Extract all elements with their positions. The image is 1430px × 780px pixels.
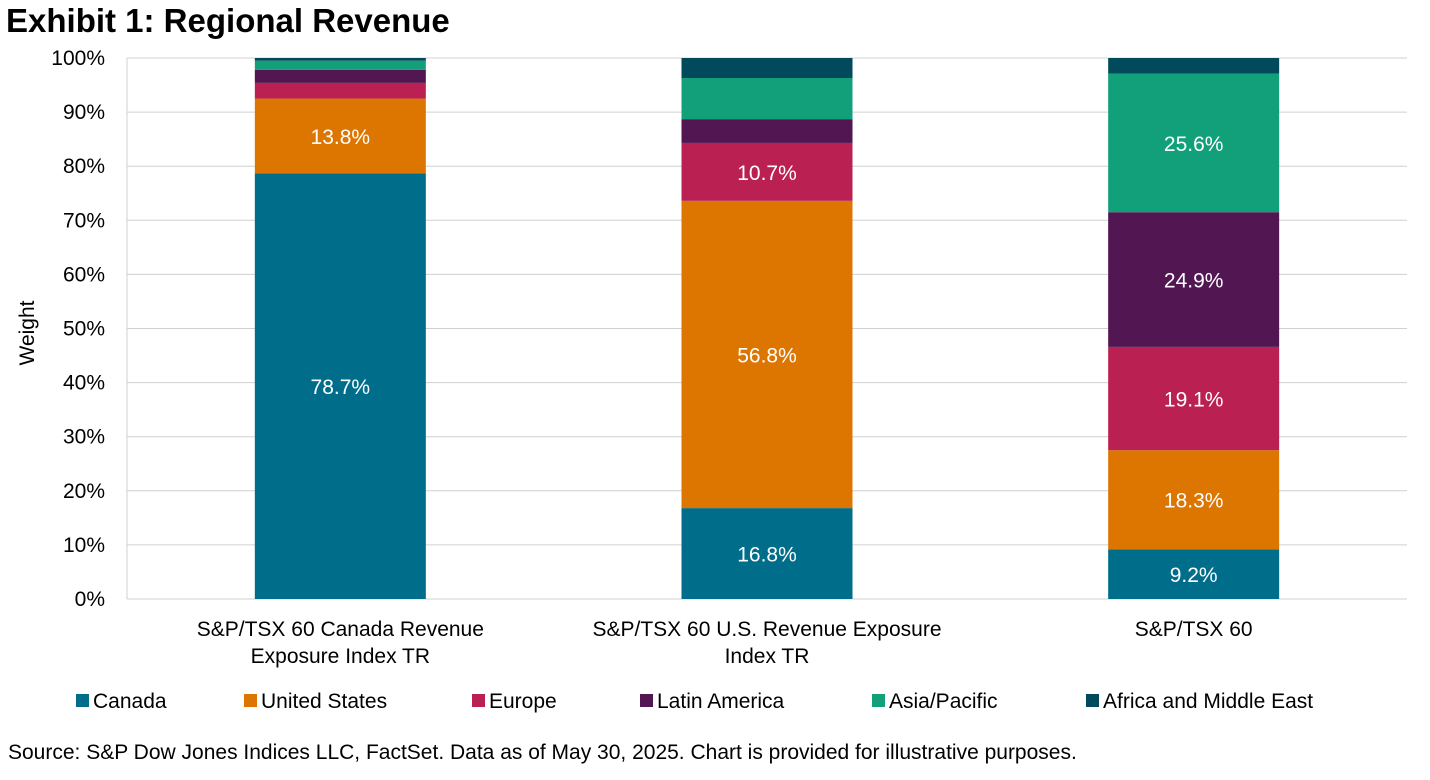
y-tick-label: 100% — [51, 47, 105, 70]
bar-segment-europe — [1108, 346, 1280, 451]
bar-stack: 78.7% 13.8% — [254, 58, 426, 599]
y-tick-label: 40% — [63, 372, 105, 395]
y-tick-label: 60% — [63, 263, 105, 286]
y-tick-label: 0% — [75, 588, 105, 611]
bar-segment-africa-and-middle-east — [1108, 58, 1280, 74]
bar-segment-canada — [254, 173, 426, 599]
legend-swatch — [472, 694, 485, 707]
bar-segment-latin-america — [254, 69, 426, 83]
data-label: 24.9% — [1164, 270, 1224, 293]
y-tick-label: 30% — [63, 426, 105, 449]
data-label: 78.7% — [311, 376, 371, 399]
x-tick-label: S&P/TSX 60 — [1135, 618, 1253, 641]
data-label: 13.8% — [311, 126, 371, 149]
data-label: 25.6% — [1164, 133, 1224, 156]
legend-item: Africa and Middle East — [1086, 690, 1313, 713]
bar-segment-latin-america — [1108, 212, 1280, 347]
legend-label: Europe — [489, 690, 557, 713]
bars: 78.7% 13.8% 16.8% 56.8% 10.7% 9.2% 18.3% 19.1% 2… — [254, 58, 1280, 599]
bar-segment-africa-and-middle-east — [254, 58, 426, 61]
legend-item: Europe — [472, 690, 557, 713]
y-tick-label: 50% — [63, 318, 105, 341]
legend-label: United States — [261, 690, 387, 713]
legend-swatch — [244, 694, 257, 707]
data-label: 18.3% — [1164, 490, 1224, 513]
legend-label: Canada — [93, 690, 167, 713]
legend-label: Africa and Middle East — [1103, 690, 1313, 713]
legend-swatch — [76, 694, 89, 707]
legend-swatch — [640, 694, 653, 707]
bar-segment-africa-and-middle-east — [681, 58, 853, 79]
data-label: 9.2% — [1170, 564, 1218, 587]
y-axis-label: Weight — [16, 300, 39, 365]
bar-segment-asia-pacific — [681, 78, 853, 120]
legend: Canada United States Europe Latin America As… — [76, 690, 1313, 713]
y-tick-label: 70% — [63, 209, 105, 232]
bar-segment-united-states — [254, 98, 426, 174]
y-tick-label: 10% — [63, 534, 105, 557]
bar-segment-europe — [681, 142, 853, 201]
x-tick-label: Exposure Index TR — [251, 645, 430, 668]
chart-title: Exhibit 1: Regional Revenue — [6, 2, 450, 39]
bar-stack: 16.8% 56.8% 10.7% — [681, 58, 853, 599]
x-axis-ticks: S&P/TSX 60 Canada Revenue Exposure Index … — [197, 618, 1253, 668]
y-axis-ticks: 0% 10% 20% 30% 40% 50% 60% 70% 80% 90% 100% — [51, 47, 105, 611]
y-tick-label: 20% — [63, 480, 105, 503]
data-label: 16.8% — [737, 544, 797, 567]
legend-item: Canada — [76, 690, 167, 713]
x-tick-label: Index TR — [725, 645, 810, 668]
legend-item: Latin America — [640, 690, 785, 713]
legend-item: United States — [244, 690, 387, 713]
legend-label: Asia/Pacific — [889, 690, 998, 713]
bar-segment-united-states — [681, 200, 853, 509]
data-label: 10.7% — [737, 162, 797, 185]
x-tick-label: S&P/TSX 60 U.S. Revenue Exposure — [592, 618, 941, 641]
bar-segment-united-states — [1108, 450, 1280, 550]
legend-swatch — [872, 694, 885, 707]
stacked-bar-chart: 0% 10% 20% 30% 40% 50% 60% 70% 80% 90% 100% Weight… — [16, 47, 1407, 713]
y-tick-label: 90% — [63, 101, 105, 124]
bar-segment-europe — [254, 82, 426, 99]
bar-stack: 9.2% 18.3% 19.1% 24.9% 25.6% — [1108, 58, 1280, 599]
source-note: Source: S&P Dow Jones Indices LLC, FactS… — [8, 741, 1077, 764]
x-tick-label: S&P/TSX 60 Canada Revenue — [197, 618, 484, 641]
bar-segment-asia-pacific — [1108, 73, 1280, 213]
bar-segment-asia-pacific — [254, 60, 426, 70]
data-label: 56.8% — [737, 344, 797, 367]
bar-segment-latin-america — [681, 119, 853, 143]
legend-item: Asia/Pacific — [872, 690, 998, 713]
legend-swatch — [1086, 694, 1099, 707]
y-tick-label: 80% — [63, 155, 105, 178]
bar-segment-canada — [681, 508, 853, 599]
bar-segment-canada — [1108, 549, 1280, 599]
data-label: 19.1% — [1164, 389, 1224, 412]
legend-label: Latin America — [657, 690, 785, 713]
